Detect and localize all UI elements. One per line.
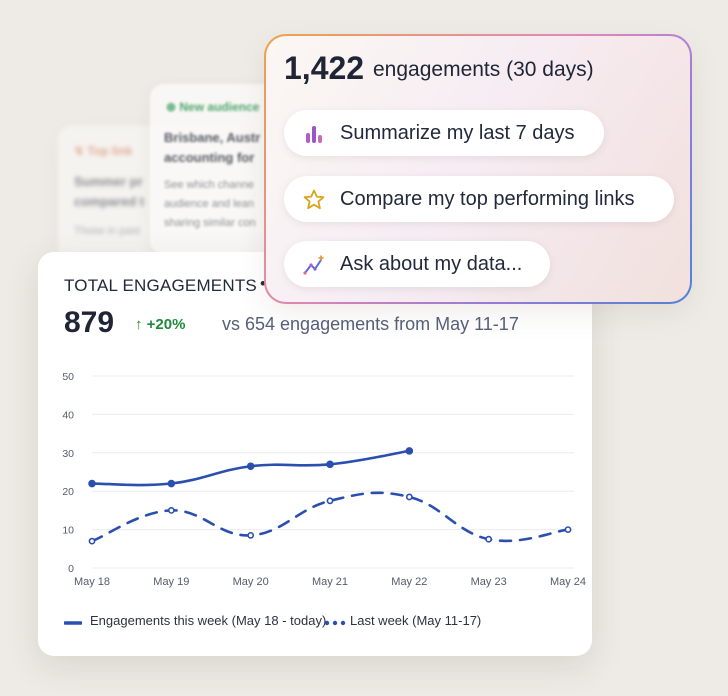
y-tick-label: 30 xyxy=(62,448,74,460)
x-tick-label: May 20 xyxy=(233,576,269,588)
x-tick-label: May 19 xyxy=(153,576,189,588)
card-title: TOTAL ENGAGEMENTS xyxy=(64,276,257,295)
suggestion-label: Ask about my data... xyxy=(340,253,523,275)
data-point-this-week xyxy=(246,462,255,471)
bar-chart-icon xyxy=(306,126,322,143)
data-point-this-week xyxy=(167,479,176,488)
top-link-tag: ↯ Top link xyxy=(74,144,133,158)
ai-insights-popup: 1,422 engagements (30 days) Summarize my… xyxy=(266,36,690,302)
y-tick-label: 50 xyxy=(62,371,74,383)
data-point-last-week xyxy=(564,526,572,533)
legend-label-this-week: Engagements this week (May 18 - today) xyxy=(90,613,327,628)
suggestion-label: Summarize my last 7 days xyxy=(340,122,575,144)
x-tick-label: May 21 xyxy=(312,576,348,588)
engagements-line-chart: 0 10 20 30 40 50 May 18 May 19 May 20 May 21 May 2… xyxy=(62,371,586,588)
audience-icon: ⊛ xyxy=(166,100,180,114)
x-tick-label: May 22 xyxy=(391,576,427,588)
comparison-text: vs 654 engagements from May 11-17 xyxy=(222,314,519,334)
x-tick-label: May 23 xyxy=(471,576,507,588)
title-separator: • xyxy=(260,274,266,293)
new-audience-heading: Brisbane, Austr accounting for xyxy=(164,130,261,165)
data-point-last-week xyxy=(405,493,413,501)
new-audience-body: See which channe audience and lean shari… xyxy=(164,179,256,229)
top-link-heading: Summer pr compared t xyxy=(74,174,145,209)
y-tick-label: 10 xyxy=(62,525,74,537)
thirty-day-count: 1,422 xyxy=(284,50,365,86)
data-point-this-week xyxy=(88,479,96,488)
suggestion-compare-button[interactable]: Compare my top performing links xyxy=(284,176,674,222)
link-icon: ↯ xyxy=(74,144,88,158)
data-point-last-week xyxy=(88,537,96,545)
y-tick-label: 40 xyxy=(62,409,74,421)
top-link-body: Those in past xyxy=(74,225,141,237)
data-point-this-week xyxy=(405,447,414,455)
suggestion-label: Compare my top performing links xyxy=(340,188,635,210)
star-icon xyxy=(303,189,325,210)
legend-label-last-week: Last week (May 11-17) xyxy=(350,613,482,628)
total-engagements-value: 879 xyxy=(64,306,115,339)
suggestion-ask-button[interactable]: Ask about my data... xyxy=(284,241,550,287)
y-tick-label: 0 xyxy=(68,563,74,575)
x-tick-label: May 18 xyxy=(74,576,110,588)
suggestion-summarize-button[interactable]: Summarize my last 7 days xyxy=(284,110,604,156)
data-point-last-week xyxy=(167,506,175,514)
change-percent: +20% xyxy=(146,316,186,333)
data-point-last-week xyxy=(485,535,493,543)
arrow-up-icon: ↑ xyxy=(135,316,147,333)
solid-line-swatch xyxy=(64,621,82,625)
dotted-line-swatch xyxy=(324,620,346,626)
y-tick-label: 20 xyxy=(62,486,74,498)
total-engagements-card: TOTAL ENGAGEMENTS • 879 ↑ +20% vs 654 en… xyxy=(38,252,592,656)
data-point-last-week xyxy=(247,531,255,539)
x-tick-label: May 24 xyxy=(550,576,586,588)
sparkle-chart-icon xyxy=(303,254,325,275)
data-point-this-week xyxy=(326,460,334,469)
thirty-day-label: engagements (30 days) xyxy=(373,58,594,81)
change-indicator: ↑ +20% xyxy=(135,316,185,333)
data-point-last-week xyxy=(326,497,334,505)
new-audience-tag: ⊛ New audience xyxy=(166,100,260,114)
